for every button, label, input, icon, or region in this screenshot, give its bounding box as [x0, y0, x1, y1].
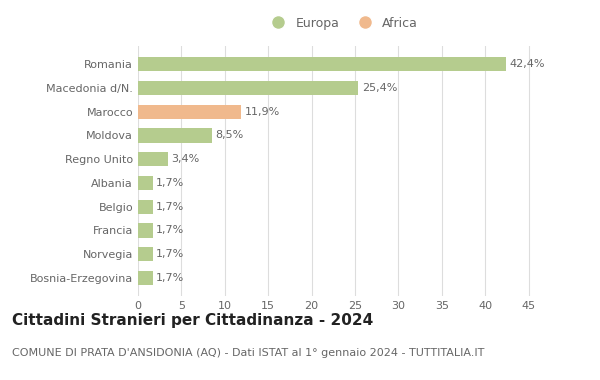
Bar — [138, 223, 153, 238]
Text: 25,4%: 25,4% — [362, 83, 397, 93]
Text: 11,9%: 11,9% — [245, 107, 280, 117]
Text: 1,7%: 1,7% — [156, 249, 184, 259]
Text: 8,5%: 8,5% — [215, 130, 244, 140]
Text: 1,7%: 1,7% — [156, 225, 184, 235]
Bar — [138, 105, 241, 119]
Text: COMUNE DI PRATA D'ANSIDONIA (AQ) - Dati ISTAT al 1° gennaio 2024 - TUTTITALIA.IT: COMUNE DI PRATA D'ANSIDONIA (AQ) - Dati … — [12, 348, 484, 358]
Bar — [138, 176, 153, 190]
Text: 1,7%: 1,7% — [156, 202, 184, 212]
Legend: Europa, Africa: Europa, Africa — [261, 12, 423, 35]
Bar — [138, 200, 153, 214]
Text: 42,4%: 42,4% — [509, 59, 545, 69]
Text: 1,7%: 1,7% — [156, 178, 184, 188]
Bar — [138, 81, 358, 95]
Bar — [138, 128, 212, 142]
Bar — [138, 152, 167, 166]
Bar — [138, 271, 153, 285]
Text: Cittadini Stranieri per Cittadinanza - 2024: Cittadini Stranieri per Cittadinanza - 2… — [12, 314, 373, 328]
Text: 3,4%: 3,4% — [171, 154, 199, 164]
Text: 1,7%: 1,7% — [156, 273, 184, 283]
Bar — [138, 247, 153, 261]
Bar — [138, 57, 506, 71]
